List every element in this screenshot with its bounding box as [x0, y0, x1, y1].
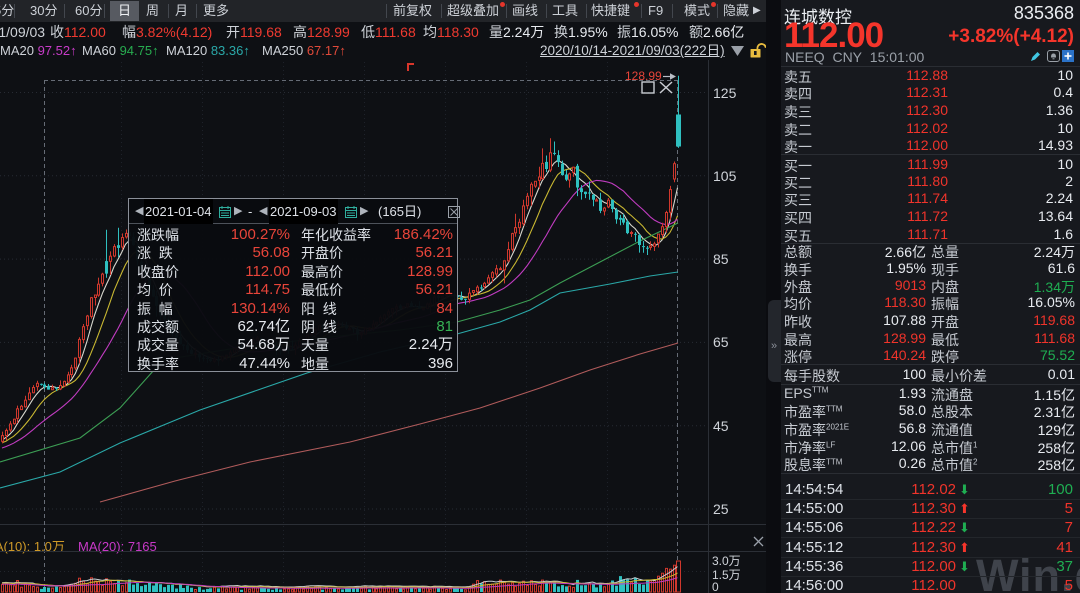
svg-text:128.99: 128.99	[625, 69, 662, 83]
svg-text:MA(10): 1.0万: MA(10): 1.0万	[0, 539, 65, 554]
svg-text:45: 45	[713, 418, 729, 434]
svg-text:125: 125	[713, 85, 737, 101]
svg-text:105: 105	[713, 168, 737, 184]
svg-text:MA(20): 7165: MA(20): 7165	[78, 539, 157, 554]
svg-text:0: 0	[712, 580, 719, 593]
svg-text:65: 65	[713, 334, 729, 350]
svg-text:3.0万: 3.0万	[712, 554, 741, 568]
svg-text:25: 25	[713, 501, 729, 517]
svg-text:85: 85	[713, 251, 729, 267]
svg-text:1.5万: 1.5万	[712, 568, 741, 582]
